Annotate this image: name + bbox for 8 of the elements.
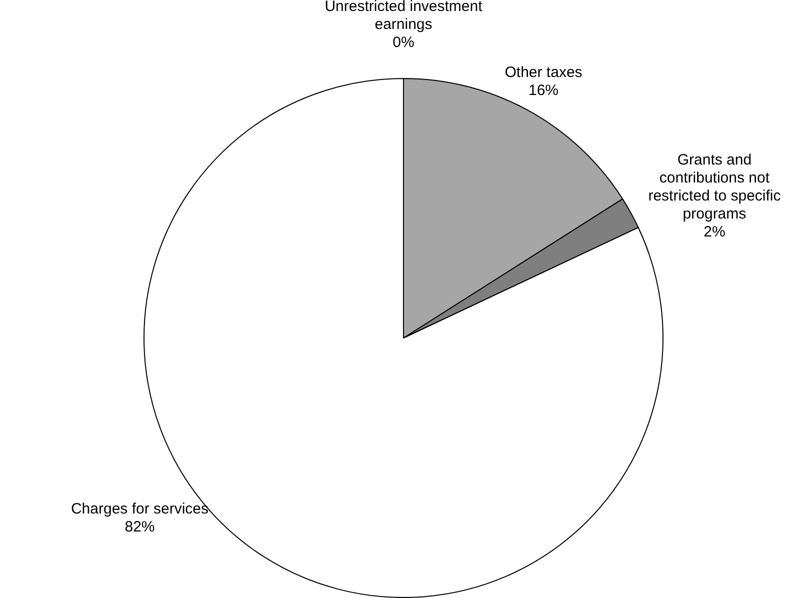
data-label: 2% [704, 224, 726, 241]
slice-label: Charges for services [70, 500, 209, 518]
category-label: Unrestricted investment earnings [324, 0, 482, 33]
slice-label: Other taxes [504, 64, 582, 81]
slice-label: Grants and contributions not restricted to specific programs [648, 152, 782, 223]
data-label: 82% [124, 518, 155, 536]
data-label: 16% [528, 82, 559, 99]
text: 0% [392, 34, 414, 51]
